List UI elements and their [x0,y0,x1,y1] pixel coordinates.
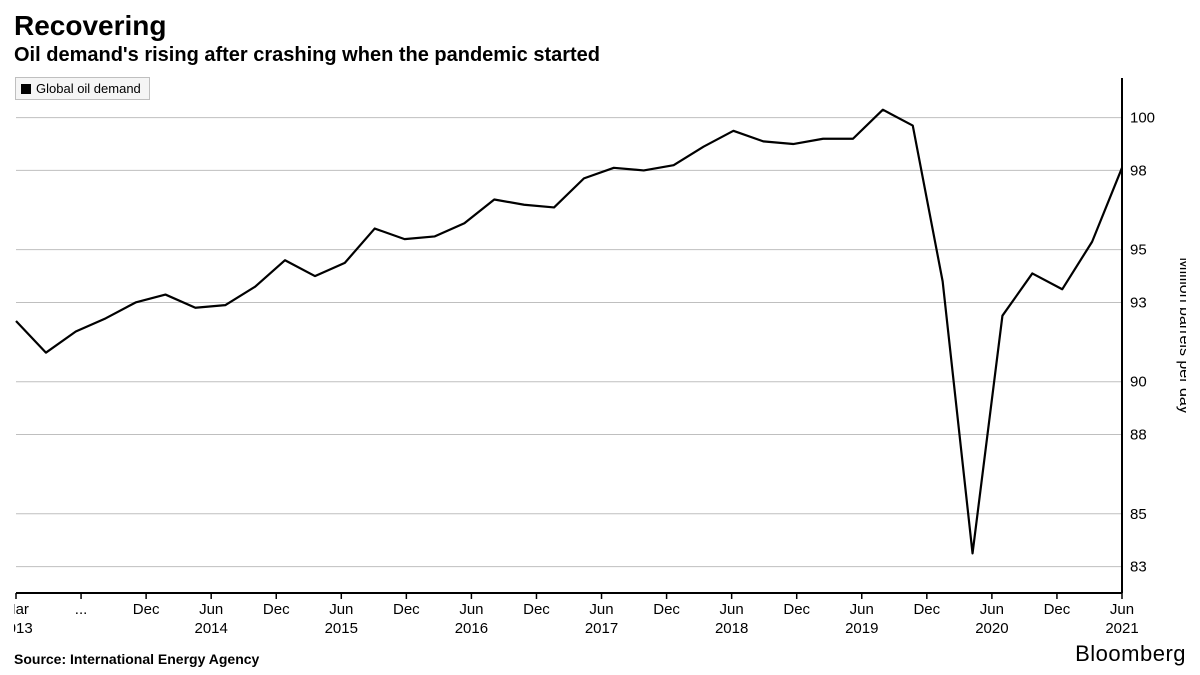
svg-text:Jun: Jun [459,601,483,618]
legend: Global oil demand [15,77,150,100]
svg-text:Dec: Dec [783,601,810,618]
svg-text:Jun: Jun [1110,601,1134,618]
svg-text:Dec: Dec [913,601,940,618]
svg-text:2016: 2016 [455,620,488,637]
chart-subtitle: Oil demand's rising after crashing when … [14,44,1186,67]
svg-text:Jun: Jun [980,601,1004,618]
svg-text:2021: 2021 [1105,620,1138,637]
svg-text:Dec: Dec [523,601,550,618]
line-chart: 83 85 88 90 93 95 98 100 Million barrels per day… [14,76,1186,639]
svg-text:93: 93 [1130,294,1147,311]
svg-text:85: 85 [1130,506,1147,523]
svg-text:2015: 2015 [325,620,358,637]
svg-text:88: 88 [1130,427,1147,444]
svg-text:Jun: Jun [199,601,223,618]
svg-text:2014: 2014 [194,620,227,637]
svg-text:2020: 2020 [975,620,1008,637]
svg-text:2019: 2019 [845,620,878,637]
svg-text:...: ... [75,601,88,618]
svg-text:2013: 2013 [14,620,33,637]
svg-text:2018: 2018 [715,620,748,637]
svg-text:100: 100 [1130,110,1155,127]
svg-text:Jun: Jun [329,601,353,618]
svg-text:83: 83 [1130,559,1147,576]
svg-text:Dec: Dec [133,601,160,618]
source-text: Source: International Energy Agency [14,651,259,667]
svg-text:2017: 2017 [585,620,618,637]
svg-text:Jun: Jun [589,601,613,618]
svg-text:Dec: Dec [653,601,680,618]
series-line [16,110,1122,554]
svg-text:Dec: Dec [263,601,290,618]
legend-swatch [21,84,31,94]
y-axis-title: Million barrels per day [1176,257,1186,414]
svg-text:Mar: Mar [14,601,29,618]
chart-title: Recovering [14,10,1186,42]
svg-text:95: 95 [1130,242,1147,259]
svg-text:Dec: Dec [1044,601,1071,618]
svg-text:Jun: Jun [720,601,744,618]
svg-text:98: 98 [1130,162,1147,179]
brand-text: Bloomberg [1075,641,1186,667]
svg-text:90: 90 [1130,374,1147,391]
legend-label: Global oil demand [36,81,141,96]
svg-text:Dec: Dec [393,601,420,618]
svg-text:Jun: Jun [850,601,874,618]
chart-container: Global oil demand 83 85 88 90 93 95 98 100 Milli… [14,76,1186,639]
